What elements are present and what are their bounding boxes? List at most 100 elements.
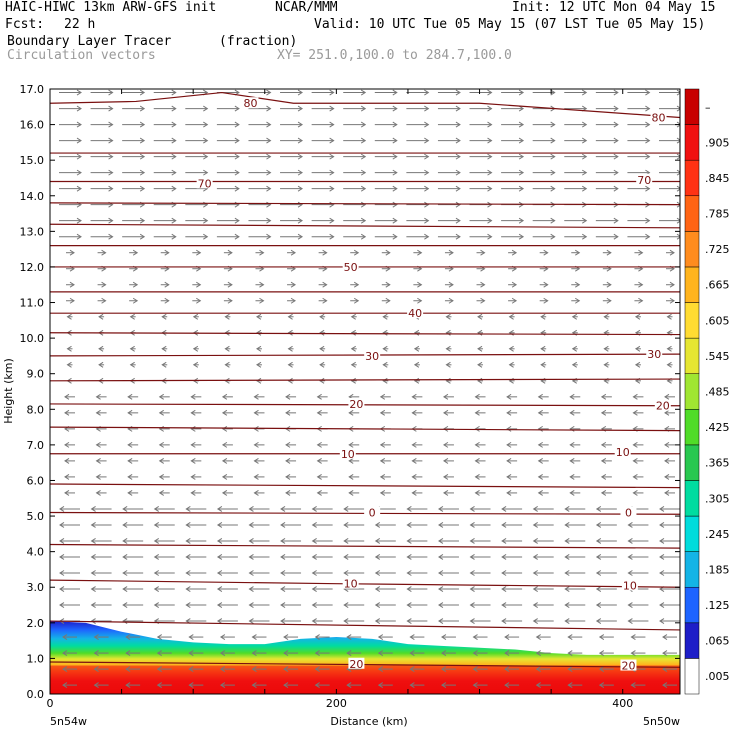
vector-head [127, 393, 133, 400]
wind-vector [506, 393, 518, 400]
vector-head [122, 554, 128, 560]
vector-head [190, 490, 196, 496]
wind-vector [224, 361, 231, 368]
vector-head [406, 522, 412, 528]
wind-vector [122, 121, 146, 128]
vector-head [662, 682, 668, 689]
vector-head [532, 554, 538, 560]
vector-head [455, 137, 461, 144]
vector-head [581, 137, 588, 144]
wind-vector [595, 89, 619, 96]
vector-head [567, 650, 573, 656]
wind-vector [409, 682, 425, 689]
vector-head [374, 538, 381, 544]
vector-head [280, 554, 286, 560]
wind-vector [474, 473, 486, 480]
vector-head [350, 361, 356, 368]
wind-vector [664, 441, 675, 448]
wind-vector [350, 249, 360, 256]
wind-vector [311, 602, 333, 608]
wind-vector [153, 105, 177, 112]
contour-label: 50 [344, 261, 358, 274]
wind-vector [469, 217, 493, 224]
wind-vector [95, 457, 107, 464]
wind-vector [501, 121, 525, 128]
wind-vector [129, 297, 139, 304]
vector-head [322, 297, 328, 304]
wind-vector [346, 634, 362, 640]
wind-vector [224, 345, 231, 352]
vector-head [600, 441, 607, 448]
vector-head [297, 105, 303, 112]
wind-vector [595, 185, 619, 192]
wind-vector [469, 618, 491, 624]
vector-head [127, 473, 133, 480]
wind-vector [634, 313, 641, 320]
vector-head [424, 105, 430, 112]
contour-label-bg [614, 446, 631, 457]
vector-head [234, 185, 240, 192]
wind-vector [374, 153, 398, 160]
vector-head [455, 121, 461, 128]
vector-head [216, 522, 223, 528]
x-axis-title: Distance (km) [330, 715, 407, 728]
wind-vector [283, 682, 299, 689]
vector-head [353, 297, 360, 304]
vector-head [569, 441, 575, 448]
wind-vector [634, 249, 644, 256]
wind-vector [185, 586, 207, 592]
vector-head [185, 570, 191, 576]
wind-vector [62, 650, 77, 656]
vector-head [613, 185, 619, 192]
wind-vector [595, 554, 617, 560]
wind-vector [314, 666, 330, 673]
wind-vector [319, 377, 326, 384]
wind-vector [662, 650, 677, 656]
wind-vector [287, 249, 296, 256]
wind-vector [223, 297, 233, 304]
vector-head [76, 121, 82, 128]
wind-vector [192, 297, 202, 304]
vector-head [487, 89, 493, 96]
vector-head [571, 313, 578, 320]
wind-vector [153, 570, 175, 576]
wind-vector [532, 570, 554, 576]
wind-vector [632, 490, 644, 496]
wind-vector [595, 586, 617, 592]
vector-head [659, 602, 665, 608]
vector-head [185, 538, 191, 544]
wind-vector [564, 89, 588, 96]
vector-head [474, 490, 480, 496]
wind-vector [192, 249, 202, 256]
vector-head [632, 409, 638, 416]
wind-vector [532, 185, 556, 192]
vector-head [630, 634, 636, 640]
wind-vector [532, 522, 554, 528]
vector-head [164, 297, 170, 304]
wind-vector [469, 89, 493, 96]
wind-vector [532, 554, 554, 560]
wind-vector [62, 666, 77, 673]
wind-vector [381, 297, 391, 304]
colorbar-swatch [684, 658, 700, 695]
vector-head [161, 361, 167, 368]
vector-head [316, 393, 322, 400]
vector-head [664, 457, 670, 464]
vector-head [669, 281, 675, 288]
vector-head [501, 570, 507, 576]
vector-head [285, 409, 291, 416]
wind-vector [311, 233, 335, 240]
colorbar-label: .065 [705, 635, 730, 648]
wind-vector [160, 281, 170, 288]
wind-vector [411, 409, 423, 416]
vector-head [224, 313, 230, 320]
wind-vector [95, 409, 107, 416]
vector-head [581, 121, 588, 128]
wind-vector [343, 169, 367, 176]
wind-vector [319, 313, 326, 320]
vector-head [603, 345, 609, 352]
vector-head [537, 490, 543, 496]
vector-head [227, 281, 233, 288]
vector-head [472, 650, 478, 656]
wind-vector [248, 185, 272, 192]
